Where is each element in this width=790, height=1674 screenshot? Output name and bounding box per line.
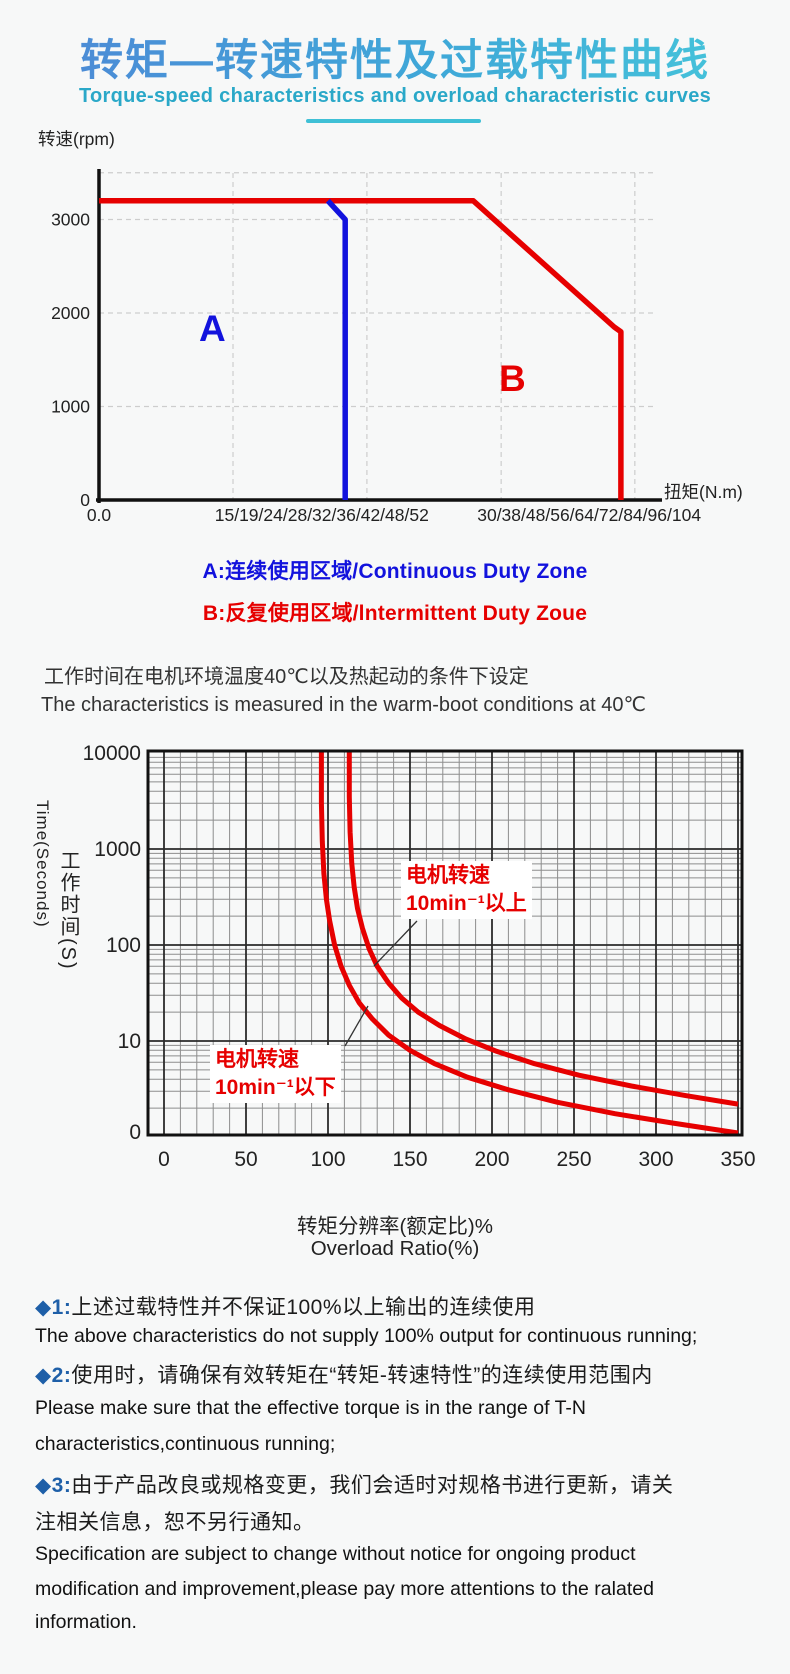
- note-1-text: 上述过载特性并不保证100%以上输出的连续使用: [71, 1296, 536, 1319]
- x-tick-label: 350: [720, 1148, 755, 1171]
- zone-a-label: A: [199, 308, 226, 349]
- chart1-y-axis-label: 转速(rpm): [38, 129, 115, 149]
- x-tick-label: 150: [392, 1148, 427, 1171]
- annotation-upper-line2: 10min⁻¹以上: [406, 892, 527, 915]
- x-tick-label: 0.0: [87, 505, 112, 525]
- x-tick-label: 0: [158, 1148, 170, 1171]
- chart2-y-axis-label-en: Time(Seconds): [33, 800, 52, 928]
- torque-speed-chart: 0 1000 2000 3000 0.0 15/19/24/28/32/36/42/48/…: [51, 169, 701, 525]
- y-tick-label: 1000: [94, 838, 141, 861]
- annotation-lower-line2: 10min⁻¹以下: [215, 1076, 336, 1099]
- note-3-text: 由于产品改良或规格变更，我们会适时对规格书进行更新，请关: [71, 1474, 674, 1497]
- note-1-en: The above characteristics do not supply …: [35, 1325, 698, 1347]
- x-tick-label: 200: [474, 1148, 509, 1171]
- page-subtitle: Torque-speed characteristics and overloa…: [78, 85, 712, 107]
- speed-below-10min-1: [318, 751, 739, 1136]
- legend-intermittent-duty: B:反复使用区域/lntermittent Duty Zoue: [202, 602, 588, 625]
- note-3-zh-line1: ◆3:由于产品改良或规格变更，我们会适时对规格书进行更新，请关: [35, 1469, 673, 1499]
- note-3-zh-line2: 注相关信息，恕不另行通知。: [35, 1511, 315, 1534]
- speed-above-10min-1: [346, 751, 739, 1107]
- mid-note-en: The characteristics is measured in the w…: [41, 694, 646, 716]
- x-tick-label: 250: [556, 1148, 591, 1171]
- subtitle-underline: [306, 119, 481, 123]
- x-tick-label: 50: [234, 1148, 257, 1171]
- x-tick-label: 100: [310, 1148, 345, 1171]
- x-tick-label: 300: [638, 1148, 673, 1171]
- y-tick-label: 2000: [51, 303, 90, 323]
- note-1-marker: ◆1:: [35, 1296, 72, 1319]
- plot-border: [146, 749, 744, 1137]
- x-tick-label: 15/19/24/28/32/36/42/48/52: [215, 505, 429, 525]
- y-tick-label: 0: [80, 490, 90, 510]
- zone-b-label: B: [499, 358, 526, 399]
- page-title: 转矩—转速特性及过载特性曲线: [0, 26, 790, 88]
- note-3-en-line1: Specification are subject to change with…: [35, 1543, 636, 1565]
- y-tick-label: 10000: [83, 742, 141, 765]
- y-tick-label: 100: [106, 934, 141, 957]
- y-tick-label: 3000: [51, 210, 90, 230]
- annotation-speed-above-10: 电机转速 10min⁻¹以上: [401, 861, 532, 919]
- note-2-marker: ◆2:: [35, 1364, 72, 1387]
- mid-note-zh: 工作时间在电机环境温度40℃以及热起动的条件下设定: [44, 666, 529, 688]
- chart2-x-axis-label-zh: 转矩分辨率(额定比)%: [297, 1215, 493, 1238]
- note-2-en-line2: characteristics,continuous running;: [35, 1433, 336, 1455]
- chart2-y-axis-label-zh: 工作时间(S): [57, 850, 79, 971]
- note-3-en-line2: modification and improvement,please pay …: [35, 1578, 654, 1600]
- annotation-upper-line1: 电机转速: [406, 864, 490, 887]
- leader-upper: [373, 920, 418, 967]
- leader-lower: [344, 1005, 369, 1047]
- note-3-marker: ◆3:: [35, 1474, 72, 1497]
- legend-continuous-duty: A:连续使用区域/Continuous Duty Zone: [202, 560, 588, 583]
- annotation-lower-line1: 电机转速: [215, 1048, 299, 1071]
- chart1-x-axis-label: 扭矩(N.m): [664, 482, 743, 502]
- note-2-zh: ◆2:使用时，请确保有效转矩在“转矩-转速特性”的连续使用范围内: [35, 1359, 653, 1389]
- chart2-x-axis-label-en: Overload Ratio(%): [310, 1237, 480, 1260]
- y-tick-label: 10: [118, 1030, 141, 1053]
- annotation-speed-below-10: 电机转速 10min⁻¹以下: [210, 1045, 341, 1103]
- note-1-zh: ◆1:上述过载特性并不保证100%以上输出的连续使用: [35, 1291, 536, 1321]
- note-2-en-line1: Please make sure that the effective torq…: [35, 1397, 587, 1419]
- y-tick-label: 1000: [51, 397, 90, 417]
- note-2-text: 使用时，请确保有效转矩在“转矩-转速特性”的连续使用范围内: [71, 1364, 653, 1387]
- note-3-en-line3: information.: [35, 1611, 137, 1633]
- intermittent-duty-boundary: [99, 198, 624, 500]
- continuous-duty-boundary: [325, 198, 348, 500]
- y-tick-label: 0: [129, 1121, 141, 1144]
- x-tick-label: 30/38/48/56/64/72/84/96/104: [477, 505, 701, 525]
